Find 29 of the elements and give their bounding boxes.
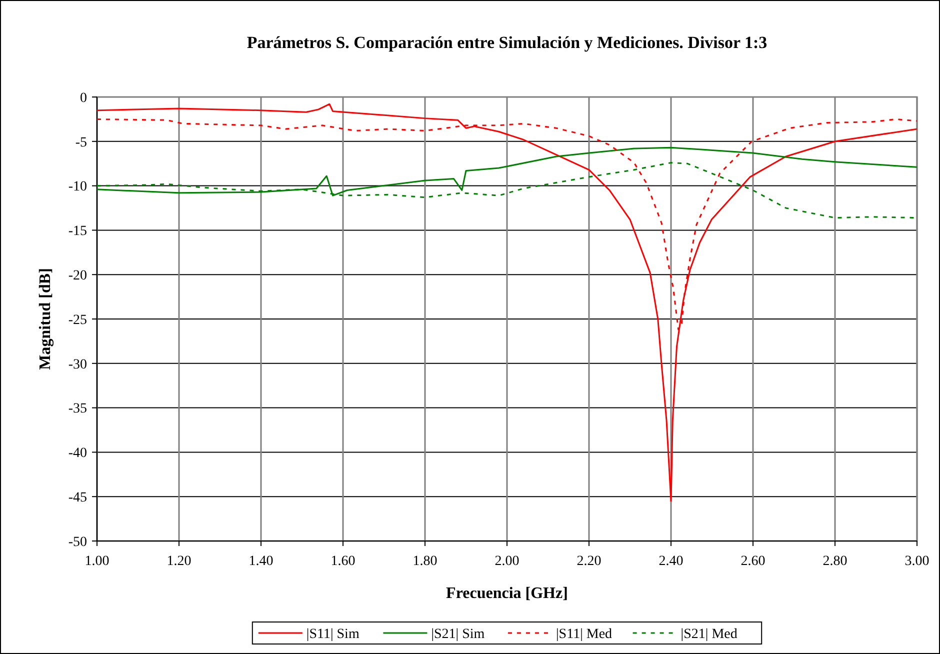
y-tick-label: -15 <box>68 224 87 240</box>
legend-label: |S21| Med <box>680 626 738 642</box>
y-tick-label: -30 <box>68 357 87 372</box>
x-tick-label: 1.80 <box>412 554 438 569</box>
y-tick-label: -10 <box>68 180 87 195</box>
y-tick-label: -20 <box>68 268 87 284</box>
y-tick-label: -50 <box>68 534 87 550</box>
y-axis-title: Magnitud [dB] <box>37 268 54 370</box>
y-tick-label: -5 <box>75 135 87 150</box>
x-tick-label: 1.00 <box>84 554 110 569</box>
x-tick-label: 2.40 <box>658 554 684 569</box>
x-tick-label: 2.80 <box>822 554 848 569</box>
y-tick-label: -45 <box>68 490 87 506</box>
x-tick-label: 1.40 <box>248 554 274 569</box>
chart-title: Parámetros S. Comparación entre Simulación y Mediciones. Divisor 1:3 <box>246 33 768 52</box>
x-tick-label: 2.00 <box>494 554 520 569</box>
x-tick-label: 1.20 <box>166 554 192 569</box>
legend-label: |S11| Med <box>556 626 612 642</box>
x-tick-label: 2.60 <box>740 554 766 569</box>
y-tick-label: -25 <box>68 312 87 328</box>
y-tick-label: -35 <box>68 402 87 417</box>
legend-label: |S21| Sim <box>431 626 485 642</box>
x-tick-label: 1.60 <box>330 554 356 569</box>
x-tick-label: 3.00 <box>904 554 930 569</box>
y-tick-label: 0 <box>80 90 87 106</box>
x-tick-label: 2.20 <box>576 554 602 569</box>
y-tick-label: -40 <box>68 446 87 462</box>
legend-label: |S11| Sim <box>306 626 360 642</box>
x-axis-title: Frecuencia [GHz] <box>446 585 568 602</box>
